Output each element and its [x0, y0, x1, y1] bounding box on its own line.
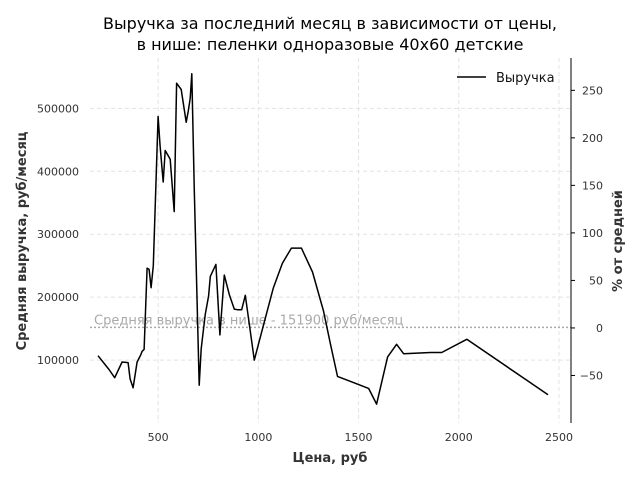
- x-axis-ticks: 500 1000 1500 2000 2500: [148, 431, 573, 444]
- y2-axis-ticks: −50 0 50 100 150 200 250: [571, 84, 603, 382]
- y-tick-label: 300000: [37, 228, 79, 241]
- x-tick-label: 1000: [244, 431, 272, 444]
- grid: [90, 58, 571, 423]
- average-group: Средняя выручка в нише - 151900 руб/меся…: [90, 313, 571, 328]
- chart-title-line-1: Выручка за последний месяц в зависимости…: [103, 14, 557, 33]
- chart-title: Выручка за последний месяц в зависимости…: [103, 14, 557, 54]
- chart-title-line-2: в нише: пеленки одноразовые 40x60 детски…: [137, 35, 524, 54]
- y-tick-label: 500000: [37, 102, 79, 115]
- y2-tick-label: 150: [582, 179, 603, 192]
- y2-tick-label: 100: [582, 227, 603, 240]
- x-tick-label: 2000: [445, 431, 473, 444]
- y-tick-label: 400000: [37, 165, 79, 178]
- x-tick-label: 1500: [345, 431, 373, 444]
- y2-tick-label: 50: [589, 274, 603, 287]
- y2-tick-label: −50: [580, 369, 603, 382]
- y2-tick-label: 200: [582, 132, 603, 145]
- y2-tick-label: 0: [596, 322, 603, 335]
- x-tick-label: 2500: [545, 431, 573, 444]
- series-line: [97, 72, 549, 405]
- legend-label: Выручка: [496, 71, 555, 86]
- y-tick-label: 100000: [37, 354, 79, 367]
- y2-axis-label: % от средней: [611, 190, 626, 292]
- x-axis-label: Цена, руб: [293, 451, 368, 466]
- series-group: [97, 72, 549, 405]
- x-tick-label: 500: [148, 431, 169, 444]
- y-tick-label: 200000: [37, 291, 79, 304]
- legend: Выручка: [457, 71, 555, 86]
- y-axis-label: Средняя выручка, руб/месяц: [15, 131, 30, 350]
- y2-tick-label: 250: [582, 84, 603, 97]
- y-axis-ticks: 100000 200000 300000 400000 500000: [37, 102, 79, 367]
